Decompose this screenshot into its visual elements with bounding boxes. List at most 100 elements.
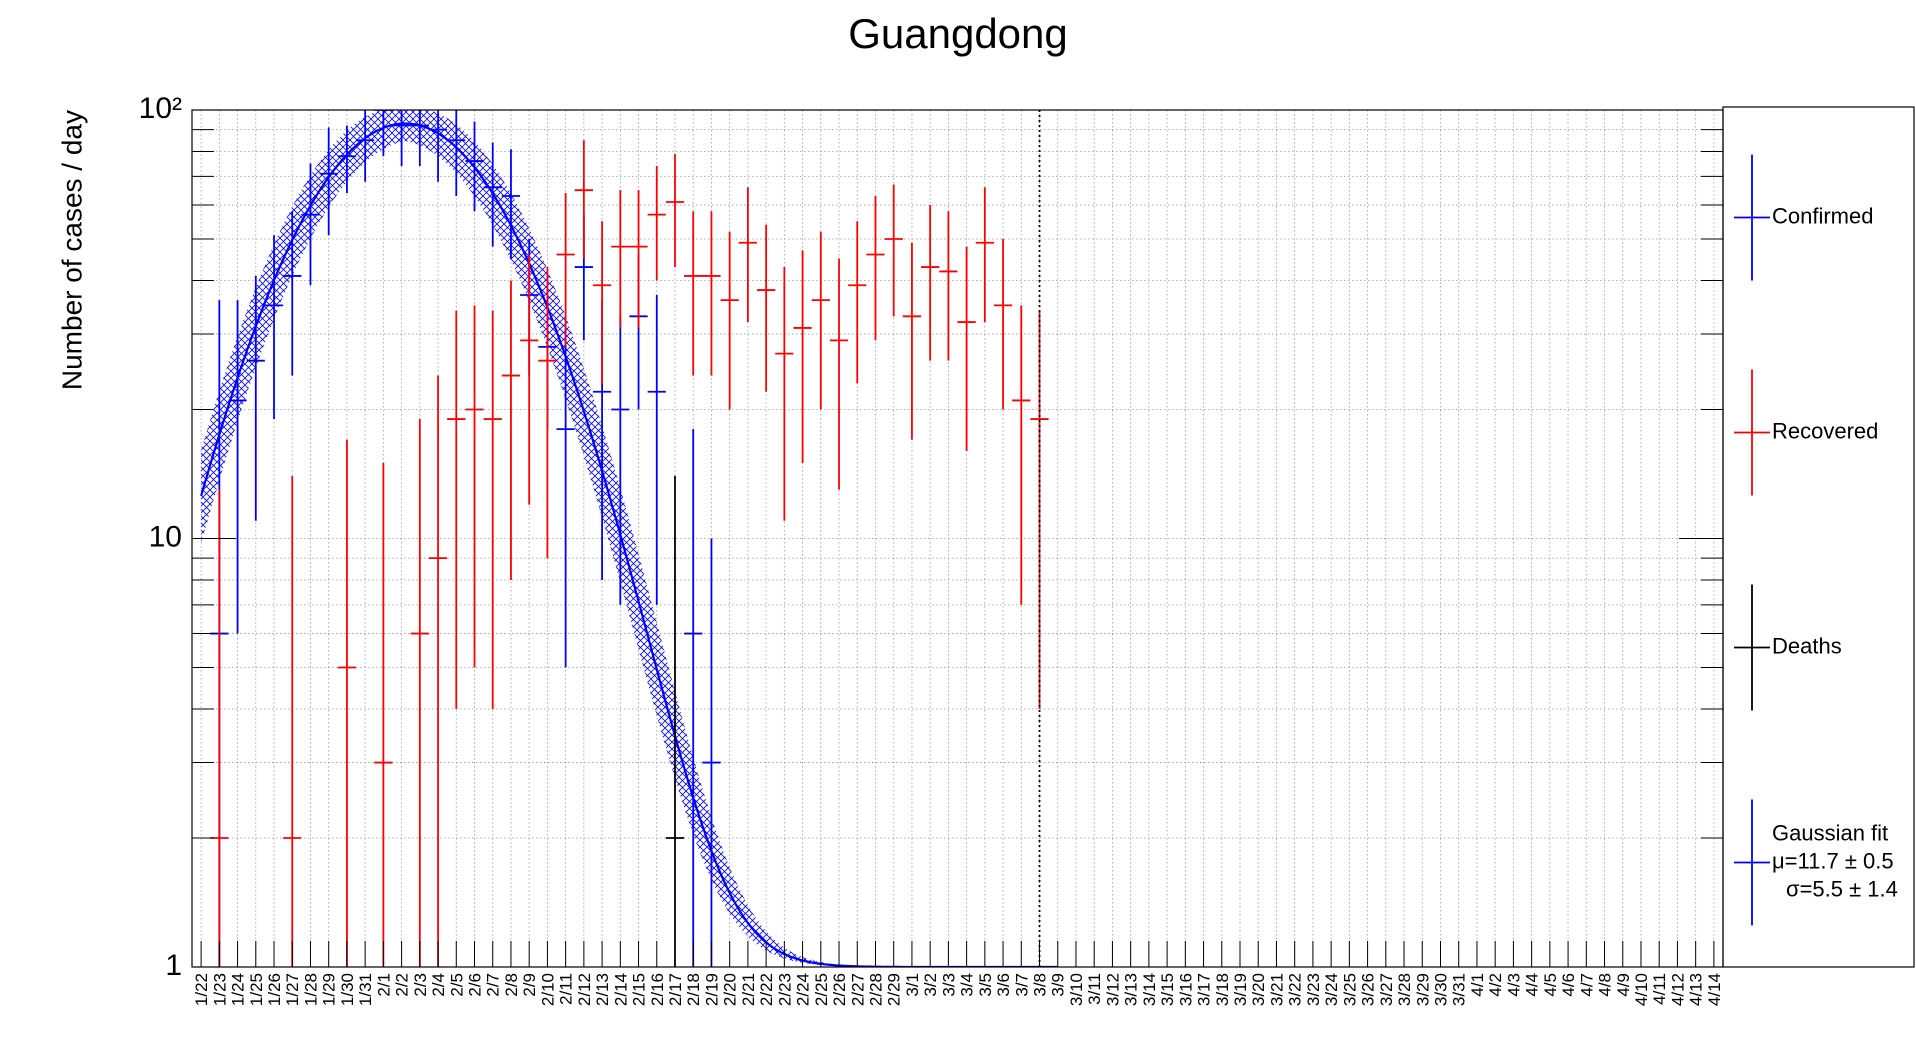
x-tick-label: 3/11: [1085, 973, 1104, 1005]
x-tick-label: 2/19: [702, 973, 721, 1006]
x-tick-label: 2/28: [866, 973, 885, 1006]
x-tick-label: 3/10: [1067, 973, 1086, 1006]
x-tick-label: 2/20: [721, 973, 740, 1006]
x-tick-label: 3/14: [1140, 973, 1159, 1006]
x-tick-label: 4/2: [1486, 973, 1505, 997]
x-tick-label: 1/25: [247, 973, 266, 1006]
x-tick-label: 3/31: [1450, 973, 1469, 1006]
legend-label: σ=5.5 ± 1.4: [1786, 876, 1898, 901]
x-tick-label: 3/9: [1049, 973, 1068, 997]
y-tick-label: 10²: [139, 92, 182, 125]
x-tick-label: 3/18: [1213, 973, 1232, 1006]
x-tick-label: 3/15: [1158, 973, 1177, 1006]
x-tick-label: 2/8: [502, 973, 521, 997]
x-tick-label: 4/6: [1559, 973, 1578, 997]
x-tick-label: 2/17: [666, 973, 685, 1006]
x-tick-label: 3/27: [1377, 973, 1396, 1006]
x-tick-label: 2/9: [520, 973, 539, 997]
x-tick-label: 1/27: [283, 973, 302, 1006]
x-tick-label: 3/2: [921, 973, 940, 997]
x-tick-label: 2/10: [538, 973, 557, 1006]
x-tick-label: 1/28: [301, 973, 320, 1006]
x-tick-label: 1/29: [320, 973, 339, 1006]
x-tick-label: 3/6: [994, 973, 1013, 997]
marks: [210, 110, 1049, 967]
x-tick-label: 3/17: [1195, 973, 1214, 1006]
legend-label: Confirmed: [1772, 203, 1873, 228]
x-tick-label: 1/30: [338, 973, 357, 1006]
x-tick-label: 1/22: [192, 973, 211, 1006]
y-tick-label: 1: [165, 949, 182, 982]
x-tick-label: 3/4: [958, 973, 977, 997]
fit-band: [201, 110, 1058, 967]
x-tick-label: 4/3: [1504, 973, 1523, 997]
x-tick-label: 4/9: [1614, 973, 1633, 997]
x-tick-label: 3/19: [1231, 973, 1250, 1006]
x-tick-label: 2/14: [611, 973, 630, 1006]
x-tick-label: 2/15: [630, 973, 649, 1006]
x-tick-label: 4/1: [1468, 973, 1487, 997]
x-tick-label: 1/26: [265, 973, 284, 1006]
x-tick-label: 2/12: [575, 973, 594, 1006]
x-tick-label: 2/7: [484, 973, 503, 997]
x-tick-label: 2/11: [557, 973, 576, 1005]
x-tick-label: 4/12: [1668, 973, 1687, 1006]
x-tick-label: 4/7: [1577, 973, 1596, 997]
x-tick-label: 3/26: [1359, 973, 1378, 1006]
x-tick-label: 3/25: [1340, 973, 1359, 1006]
x-tick-label: 2/5: [447, 973, 466, 997]
x-tick-label: 2/25: [812, 973, 831, 1006]
x-tick-label: 2/4: [429, 973, 448, 997]
x-tick-label: 4/10: [1632, 973, 1651, 1006]
legend-label: Gaussian fit: [1772, 820, 1888, 845]
x-tick-label: 2/27: [848, 973, 867, 1006]
x-tick-label: 2/26: [830, 973, 849, 1006]
x-tick-label: 4/8: [1596, 973, 1615, 997]
x-tick-label: 4/11: [1650, 973, 1669, 1005]
x-tick-label: 3/7: [1012, 973, 1031, 997]
x-tick-label: 2/13: [593, 973, 612, 1006]
x-tick-label: 2/18: [684, 973, 703, 1006]
x-tick-label: 3/29: [1413, 973, 1432, 1006]
x-tick-label: 3/3: [939, 973, 958, 997]
x-tick-label: 3/20: [1249, 973, 1268, 1006]
x-tick-label: 3/13: [1122, 973, 1141, 1006]
x-tick-label: 3/24: [1322, 973, 1341, 1006]
x-tick-label: 3/23: [1304, 973, 1323, 1006]
x-tick-label: 1/24: [229, 973, 248, 1006]
x-tick-label: 2/29: [885, 973, 904, 1006]
legend: Confirmed Recovered Deaths Gaussian fit μ=11…: [1722, 106, 1915, 968]
x-tick-label: 2/21: [739, 973, 758, 1006]
x-tick-label: 3/21: [1267, 973, 1286, 1006]
x-tick-label: 3/28: [1395, 973, 1414, 1006]
legend-label: Deaths: [1772, 633, 1842, 658]
x-tick-label: 2/16: [648, 973, 667, 1006]
x-tick-label: 2/2: [393, 973, 412, 997]
chart-title: Guangdong: [848, 10, 1068, 57]
y-tick-label: 10: [149, 520, 182, 553]
x-tick-label: 3/1: [903, 973, 922, 997]
x-tick-label: 1/23: [210, 973, 229, 1006]
x-tick-label: 3/5: [976, 973, 995, 997]
x-tick-label: 3/8: [1031, 973, 1050, 997]
legend-box: [1722, 106, 1915, 968]
legend-label: Recovered: [1772, 418, 1878, 443]
x-tick-label: 3/22: [1286, 973, 1305, 1006]
x-tick-label: 3/16: [1176, 973, 1195, 1006]
x-tick-label: 4/13: [1687, 973, 1706, 1006]
y-axis-title: Number of cases / day: [56, 110, 87, 390]
x-tick-label: 2/6: [466, 973, 485, 997]
x-tick-label: 2/1: [374, 973, 393, 997]
x-tick-label: 4/4: [1523, 973, 1542, 997]
x-tick-label: 2/3: [411, 973, 430, 997]
x-tick-label: 2/23: [775, 973, 794, 1006]
x-tick-label: 3/30: [1431, 973, 1450, 1006]
x-tick-label: 2/22: [757, 973, 776, 1006]
x-tick-label: 3/12: [1103, 973, 1122, 1006]
x-tick-label: 4/14: [1705, 973, 1724, 1006]
x-tick-label: 1/31: [356, 973, 375, 1006]
x-tick-label: 2/24: [794, 973, 813, 1006]
